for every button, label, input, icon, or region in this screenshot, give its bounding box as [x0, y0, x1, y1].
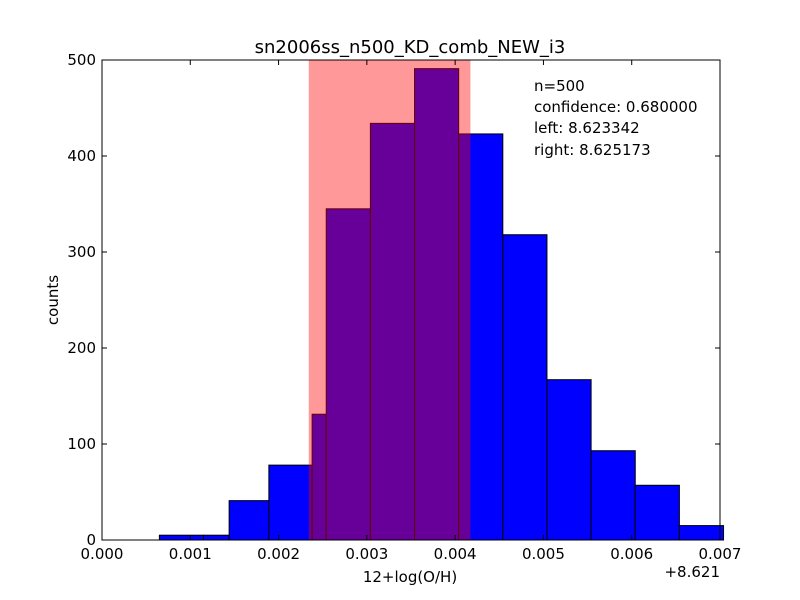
y-tick-label: 300 — [67, 243, 96, 261]
x-tick-label: 0.007 — [699, 545, 742, 563]
annotation-confidence: confidence: 0.680000 — [534, 98, 698, 116]
histogram-bar-2 — [228, 500, 270, 541]
y-tick-label: 200 — [67, 339, 96, 357]
y-axis-label: counts — [44, 275, 62, 325]
histogram-bar-0 — [158, 534, 205, 541]
histogram-bar-9 — [502, 234, 548, 541]
histogram-bar-8 — [458, 133, 504, 541]
confidence-band — [308, 60, 471, 540]
y-tick-label: 500 — [67, 51, 96, 69]
x-tick-label: 0.006 — [610, 545, 653, 563]
x-tick-label: 0.001 — [169, 545, 212, 563]
histogram-bar-5 — [325, 208, 371, 541]
histogram-bar-11 — [590, 450, 636, 541]
y-tick-label: 100 — [67, 435, 96, 453]
x-axis-ticks: 0.000 0.001 0.002 0.003 0.004 0.005 0.006 0.007 — [81, 60, 742, 563]
y-tick-label: 0 — [86, 531, 96, 549]
annotation-right: right: 8.625173 — [534, 141, 651, 159]
annotation-left: left: 8.623342 — [534, 119, 640, 137]
histogram-bar-1 — [203, 534, 230, 541]
histogram-bar-7 — [414, 68, 460, 541]
x-offset-label: +8.621 — [664, 563, 720, 581]
histogram-bar-3 — [268, 464, 313, 541]
annotation-n: n=500 — [534, 77, 585, 95]
plot-frame — [101, 59, 721, 541]
x-tick-label: 0.000 — [81, 545, 124, 563]
histogram-bar-12 — [634, 484, 680, 541]
x-axis-label: 12+log(O/H) — [363, 568, 457, 586]
x-tick-label: 0.003 — [345, 545, 388, 563]
y-axis-ticks: 0 100 200 300 400 500 — [67, 51, 720, 549]
y-tick-label: 400 — [67, 147, 96, 165]
x-tick-label: 0.005 — [522, 545, 565, 563]
histogram-bar-13 — [678, 525, 725, 541]
chart-title: sn2006ss_n500_KD_comb_NEW_i3 — [255, 37, 566, 58]
x-tick-label: 0.002 — [257, 545, 300, 563]
x-tick-label: 0.004 — [434, 545, 477, 563]
bars-group — [158, 68, 725, 541]
histogram-bar-10 — [546, 379, 592, 541]
